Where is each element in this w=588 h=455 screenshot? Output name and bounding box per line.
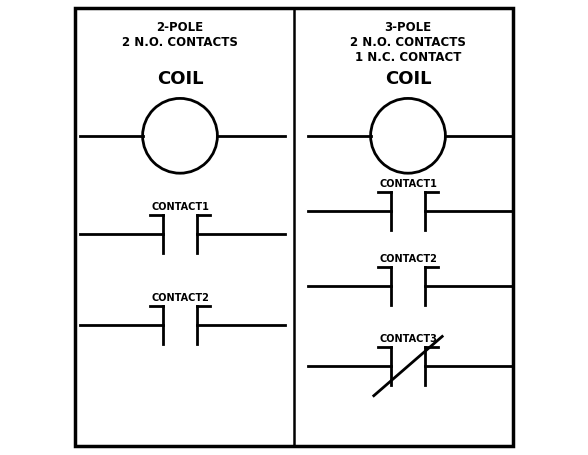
Text: CONTACT1: CONTACT1: [379, 179, 437, 189]
Text: CONTACT1: CONTACT1: [151, 202, 209, 212]
Text: CONTACT3: CONTACT3: [379, 334, 437, 344]
Text: COIL: COIL: [157, 70, 203, 88]
Text: CONTACT2: CONTACT2: [379, 254, 437, 264]
Ellipse shape: [370, 99, 445, 174]
Text: 2-POLE
2 N.O. CONTACTS: 2-POLE 2 N.O. CONTACTS: [122, 20, 238, 48]
FancyBboxPatch shape: [75, 9, 513, 446]
Text: COIL: COIL: [385, 70, 431, 88]
Text: 3-POLE
2 N.O. CONTACTS
1 N.C. CONTACT: 3-POLE 2 N.O. CONTACTS 1 N.C. CONTACT: [350, 20, 466, 63]
Ellipse shape: [143, 99, 218, 174]
Text: CONTACT2: CONTACT2: [151, 293, 209, 303]
